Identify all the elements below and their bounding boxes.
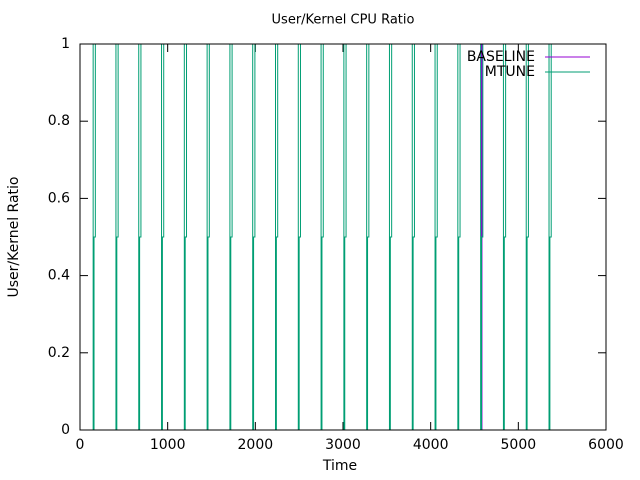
x-tick-label: 6000 bbox=[588, 437, 624, 453]
plot-border bbox=[79, 43, 607, 431]
x-tick-label: 3000 bbox=[325, 437, 361, 453]
x-tick-label: 1000 bbox=[150, 437, 186, 453]
y-tick-label: 1 bbox=[61, 36, 70, 52]
y-tick-label: 0.4 bbox=[48, 268, 70, 284]
series-line bbox=[80, 43, 589, 431]
legend-label: MTUNE bbox=[485, 64, 535, 80]
chart-title: User/Kernel CPU Ratio bbox=[272, 13, 415, 28]
y-tick-label: 0.2 bbox=[48, 345, 70, 361]
y-tick-label: 0.8 bbox=[48, 113, 70, 129]
x-tick-label: 0 bbox=[76, 437, 85, 453]
y-axis-label: User/Kernel Ratio bbox=[6, 176, 22, 297]
y-tick-label: 0 bbox=[61, 422, 70, 438]
x-axis-label: Time bbox=[322, 458, 357, 474]
x-tick-label: 5000 bbox=[501, 437, 537, 453]
legend-label: BASELINE bbox=[467, 49, 535, 65]
x-tick-label: 2000 bbox=[238, 437, 274, 453]
y-tick-label: 0.6 bbox=[48, 190, 70, 206]
x-tick-label: 4000 bbox=[413, 437, 449, 453]
series-line bbox=[92, 43, 552, 431]
